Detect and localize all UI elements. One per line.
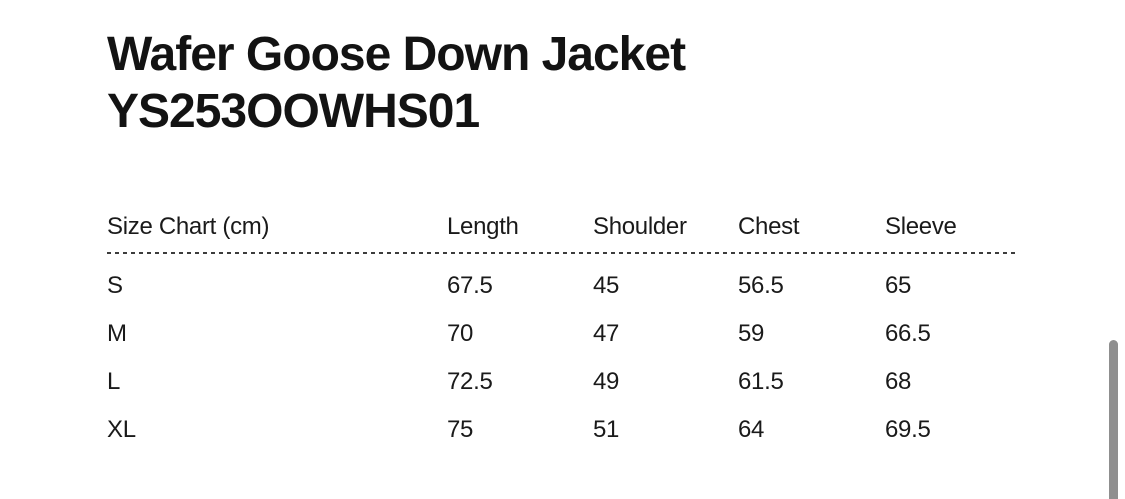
table-row-s: S 67.5 45 56.5 65 <box>107 262 1018 310</box>
chest-value: 61.5 <box>738 368 784 395</box>
chest-value: 56.5 <box>738 272 784 299</box>
shoulder-value: 49 <box>593 368 620 395</box>
shoulder-value: 45 <box>593 272 620 299</box>
chest-value: 59 <box>738 320 765 347</box>
size-label: S <box>107 272 123 299</box>
size-label: L <box>107 368 121 395</box>
table-row-l: L 72.5 49 61.5 68 <box>107 358 1018 406</box>
length-value: 72.5 <box>447 368 493 395</box>
dashed-divider <box>107 252 1018 254</box>
column-header-chest: Chest <box>738 213 800 240</box>
column-header-length: Length <box>447 213 519 240</box>
column-header-shoulder: Shoulder <box>593 213 687 240</box>
product-title-line2: YS253OOWHS01 <box>107 85 480 138</box>
size-label: XL <box>107 416 136 443</box>
size-chart-body: S 67.5 45 56.5 65 M 70 47 59 66.5 L 72.5… <box>107 262 1018 454</box>
product-title-line1: Wafer Goose Down Jacket <box>107 28 686 81</box>
shoulder-value: 51 <box>593 416 620 443</box>
size-label: M <box>107 320 127 347</box>
length-value: 70 <box>447 320 474 347</box>
table-row-m: M 70 47 59 66.5 <box>107 310 1018 358</box>
product-title: Wafer Goose Down Jacket YS253OOWHS01 <box>107 26 686 140</box>
shoulder-value: 47 <box>593 320 620 347</box>
size-chart-header-row: Size Chart (cm) Length Shoulder Chest Sl… <box>107 210 1018 244</box>
size-chart-table: Size Chart (cm) Length Shoulder Chest Sl… <box>107 210 1018 454</box>
sleeve-value: 66.5 <box>885 320 931 347</box>
size-chart-caption: Size Chart (cm) <box>107 213 270 240</box>
sleeve-value: 69.5 <box>885 416 931 443</box>
length-value: 67.5 <box>447 272 493 299</box>
vertical-scrollbar-thumb[interactable] <box>1109 340 1118 499</box>
sleeve-value: 65 <box>885 272 912 299</box>
chest-value: 64 <box>738 416 765 443</box>
length-value: 75 <box>447 416 474 443</box>
sleeve-value: 68 <box>885 368 912 395</box>
table-row-xl: XL 75 51 64 69.5 <box>107 406 1018 454</box>
column-header-sleeve: Sleeve <box>885 213 957 240</box>
